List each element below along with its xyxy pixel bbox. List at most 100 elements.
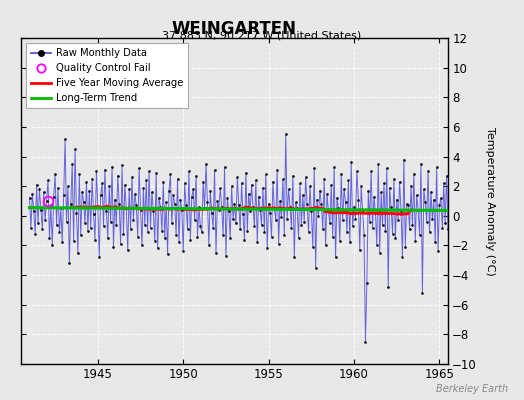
Point bbox=[450, 189, 458, 195]
Point bbox=[48, 242, 57, 249]
Point bbox=[124, 247, 132, 253]
Point bbox=[235, 202, 243, 209]
Point bbox=[169, 192, 178, 198]
Point bbox=[119, 230, 128, 237]
Point bbox=[47, 202, 55, 209]
Point bbox=[344, 177, 353, 184]
Point bbox=[52, 222, 61, 228]
Point bbox=[213, 198, 222, 204]
Point bbox=[310, 165, 319, 172]
Point bbox=[206, 188, 214, 194]
Point bbox=[140, 222, 149, 228]
Point bbox=[376, 250, 384, 256]
Point bbox=[142, 177, 150, 184]
Point bbox=[307, 208, 315, 214]
Point bbox=[301, 174, 310, 180]
Point bbox=[37, 207, 45, 213]
Point bbox=[39, 189, 48, 195]
Point bbox=[88, 176, 96, 182]
Point bbox=[223, 195, 232, 201]
Point bbox=[203, 199, 212, 206]
Point bbox=[114, 173, 122, 179]
Point bbox=[340, 186, 348, 192]
Point bbox=[106, 218, 115, 225]
Point bbox=[294, 235, 303, 241]
Point bbox=[42, 198, 51, 204]
Point bbox=[112, 222, 121, 228]
Point bbox=[388, 230, 397, 237]
Point bbox=[168, 220, 176, 226]
Point bbox=[404, 202, 412, 209]
Point bbox=[149, 208, 158, 214]
Point bbox=[236, 226, 244, 232]
Point bbox=[440, 180, 448, 186]
Point bbox=[94, 204, 102, 210]
Point bbox=[62, 218, 71, 225]
Point bbox=[128, 174, 136, 180]
Point bbox=[74, 250, 82, 256]
Point bbox=[275, 241, 283, 247]
Point bbox=[363, 279, 371, 286]
Point bbox=[243, 228, 252, 234]
Point bbox=[202, 161, 210, 167]
Point bbox=[217, 204, 226, 210]
Point bbox=[263, 245, 271, 252]
Point bbox=[304, 229, 313, 235]
Point bbox=[227, 183, 236, 189]
Point bbox=[186, 236, 194, 243]
Point bbox=[339, 217, 347, 224]
Point bbox=[70, 238, 78, 244]
Point bbox=[421, 199, 430, 206]
Point bbox=[67, 201, 75, 207]
Point bbox=[299, 192, 307, 198]
Point bbox=[185, 168, 193, 174]
Point bbox=[229, 216, 237, 222]
Point bbox=[100, 223, 108, 229]
Point bbox=[27, 224, 35, 231]
Point bbox=[115, 201, 123, 207]
Point bbox=[266, 210, 274, 216]
Point bbox=[279, 176, 287, 182]
Point bbox=[396, 178, 404, 185]
Point bbox=[451, 116, 460, 123]
Point bbox=[172, 232, 180, 238]
Point bbox=[134, 233, 142, 240]
Point bbox=[364, 188, 373, 194]
Point bbox=[32, 182, 41, 188]
Point bbox=[155, 195, 163, 201]
Point bbox=[323, 190, 331, 197]
Point bbox=[130, 190, 139, 197]
Point bbox=[378, 222, 387, 228]
Point bbox=[222, 253, 230, 259]
Point bbox=[159, 178, 168, 185]
Point bbox=[273, 167, 281, 173]
Point bbox=[156, 204, 165, 210]
Point bbox=[78, 189, 86, 195]
Point bbox=[334, 205, 343, 212]
Point bbox=[370, 193, 378, 200]
Point bbox=[252, 177, 260, 184]
Point bbox=[430, 196, 438, 203]
Point bbox=[72, 210, 81, 216]
Point bbox=[61, 136, 69, 142]
Point bbox=[270, 205, 279, 212]
Point bbox=[104, 235, 112, 241]
Point bbox=[226, 235, 234, 241]
Point bbox=[442, 173, 451, 179]
Point bbox=[111, 196, 119, 203]
Point bbox=[38, 226, 47, 232]
Point bbox=[158, 228, 166, 234]
Point bbox=[166, 171, 174, 178]
Point bbox=[337, 171, 345, 178]
Point bbox=[108, 164, 116, 170]
Point bbox=[381, 228, 389, 234]
Point bbox=[261, 171, 270, 178]
Point bbox=[390, 176, 398, 182]
Point bbox=[75, 171, 83, 178]
Point bbox=[118, 162, 126, 169]
Point bbox=[77, 232, 85, 238]
Point bbox=[427, 189, 435, 195]
Point bbox=[116, 241, 125, 247]
Point bbox=[253, 239, 261, 246]
Point bbox=[57, 205, 65, 212]
